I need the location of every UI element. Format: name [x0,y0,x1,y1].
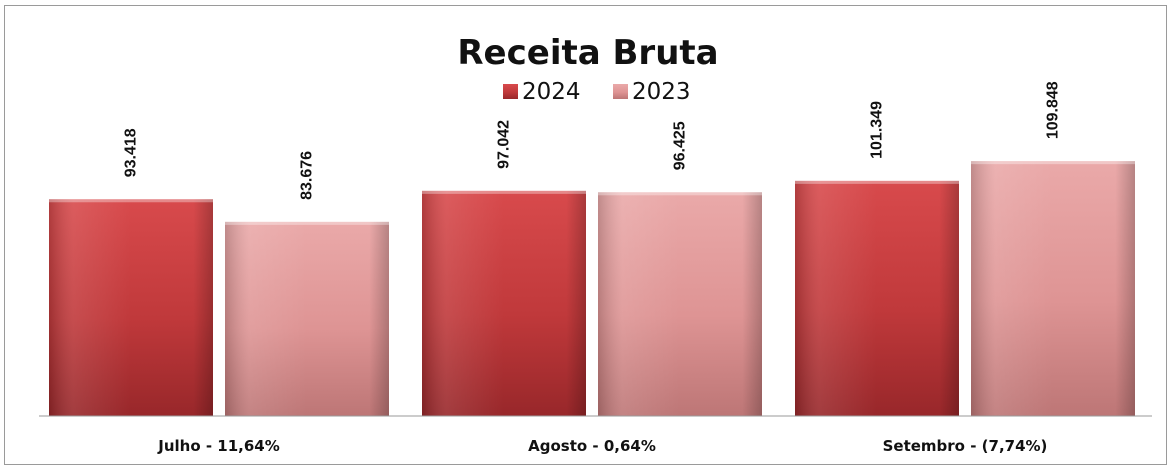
value-label-2024-1: 93.418 [123,128,140,177]
value-label-2024-2: 97.042 [496,120,513,169]
bar-shading-2023-1 [225,221,389,416]
legend-item-2023: 2023 [613,79,691,105]
legend: 2024 2023 [503,79,691,105]
value-label-2024-3: 101.349 [869,101,886,159]
value-label-2023-1: 83.676 [299,151,316,200]
chart-title: Receita Bruta [457,33,718,73]
value-label-2023-3: 109.848 [1045,81,1062,139]
legend-swatch-2024 [503,84,518,99]
bar-top-highlight-2024-2 [422,190,586,194]
value-labels-layer: 93.418 83.676 97.042 96.425 101.349 109.848 [123,81,1062,200]
bar-shading-2024-3 [795,180,959,416]
bar-top-highlight-2023-1 [225,221,389,225]
value-label-2023-2: 96.425 [672,121,689,170]
category-labels: Julho - 11,64% Agosto - 0,64% Setembro - (… [157,437,1047,455]
bar-shading-2023-3 [971,161,1135,416]
bar-shading-2024-2 [422,190,586,416]
category-label-2: Agosto - 0,64% [528,437,656,455]
legend-label-2023: 2023 [632,79,691,105]
bars-layer [49,161,1135,416]
category-label-1: Julho - 11,64% [157,437,280,455]
category-label-3: Setembro - (7,74%) [883,437,1048,455]
bar-top-highlight-2023-3 [971,161,1135,165]
bar-shading-2024-1 [49,199,213,416]
chart-frame: Receita Bruta 2024 2023 93.418 83.676 97.0… [4,5,1167,465]
legend-label-2024: 2024 [522,79,581,105]
bar-shading-2023-2 [598,192,762,416]
bar-top-highlight-2024-1 [49,199,213,203]
legend-swatch-2023 [613,84,628,99]
bar-top-highlight-2023-2 [598,192,762,196]
legend-item-2024: 2024 [503,79,581,105]
bar-top-highlight-2024-3 [795,180,959,184]
bar-chart: Receita Bruta 2024 2023 93.418 83.676 97.0… [39,33,1152,455]
